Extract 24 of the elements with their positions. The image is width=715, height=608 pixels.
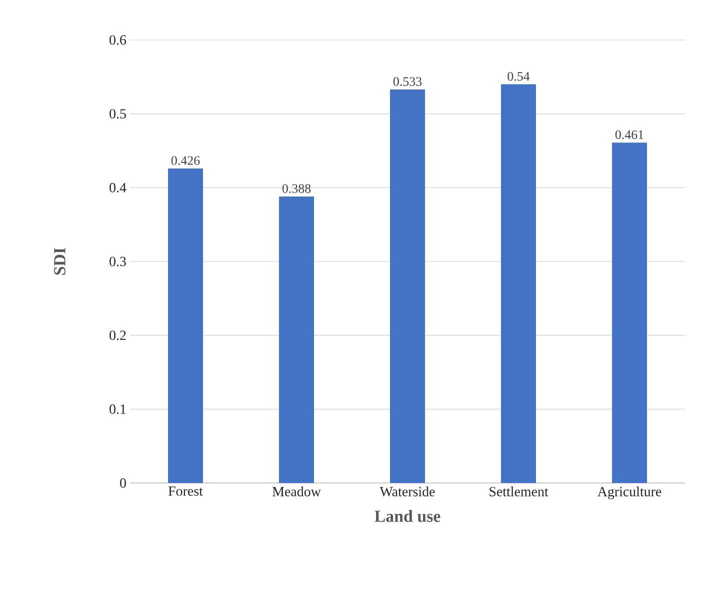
data-label: 0.388: [282, 184, 311, 194]
y-tick-label: 0.6: [110, 35, 126, 45]
x-tick-label: Settlement: [490, 486, 548, 496]
y-tick-label: 0.3: [110, 256, 126, 266]
x-axis-title: Land use: [374, 510, 440, 522]
y-tick-label: 0.4: [110, 182, 126, 192]
y-tick-label: 0: [120, 478, 126, 488]
data-label: 0.54: [508, 72, 530, 81]
y-tick-label: 0.5: [110, 109, 126, 119]
y-tick-label: 0.2: [110, 330, 126, 340]
x-tick-label: Waterside: [380, 486, 435, 496]
y-tick-label: 0.1: [110, 404, 126, 414]
x-tick-label: Agriculture: [597, 486, 662, 500]
bar: [501, 84, 536, 483]
bar: [279, 196, 314, 483]
bar: [390, 89, 425, 483]
y-axis-title: SDI: [54, 248, 66, 275]
data-label: 0.426: [171, 156, 200, 165]
x-tick-label: Forest: [168, 486, 203, 496]
data-label: 0.461: [615, 130, 644, 140]
data-label: 0.533: [393, 77, 422, 86]
x-tick-label: Meadow: [272, 486, 321, 496]
bar: [612, 142, 647, 483]
bar: [168, 168, 203, 483]
